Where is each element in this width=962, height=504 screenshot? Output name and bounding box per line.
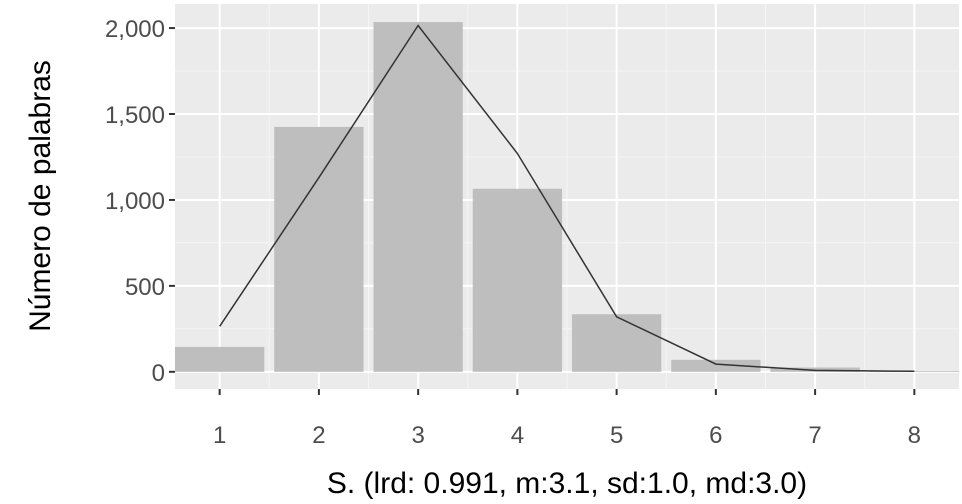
y-tick-label: 2,000 bbox=[105, 16, 165, 43]
x-tick-label: 8 bbox=[908, 422, 921, 449]
bar-8 bbox=[869, 370, 959, 372]
y-tick-label: 1,000 bbox=[105, 188, 165, 215]
x-axis-title: S. (lrd: 0.991, m:3.1, sd:1.0, md:3.0) bbox=[327, 467, 807, 500]
frequency-line bbox=[219, 24, 915, 373]
x-tick-label: 5 bbox=[610, 422, 623, 449]
y-axis-title: Número de palabras bbox=[24, 60, 57, 332]
y-tick-label: 1,500 bbox=[105, 102, 165, 129]
x-tick-label: 7 bbox=[808, 422, 821, 449]
y-tick-label: 0 bbox=[152, 360, 165, 387]
bar-5 bbox=[571, 314, 662, 372]
x-axis: 1 2 3 4 5 6 7 8 bbox=[213, 389, 921, 449]
bar-3 bbox=[373, 22, 463, 372]
bar-4 bbox=[472, 188, 563, 372]
x-tick-label: 6 bbox=[709, 422, 722, 449]
x-tick-label: 4 bbox=[511, 422, 524, 449]
bars bbox=[175, 22, 959, 372]
x-tick-label: 1 bbox=[213, 422, 226, 449]
y-tick-label: 500 bbox=[125, 274, 165, 301]
bar-6 bbox=[671, 359, 761, 372]
x-tick-label: 2 bbox=[312, 422, 325, 449]
bar-2 bbox=[274, 126, 364, 372]
y-axis: 0 500 1,000 1,500 2,000 bbox=[105, 16, 175, 387]
bar-1 bbox=[175, 346, 265, 372]
x-tick-label: 3 bbox=[411, 422, 424, 449]
